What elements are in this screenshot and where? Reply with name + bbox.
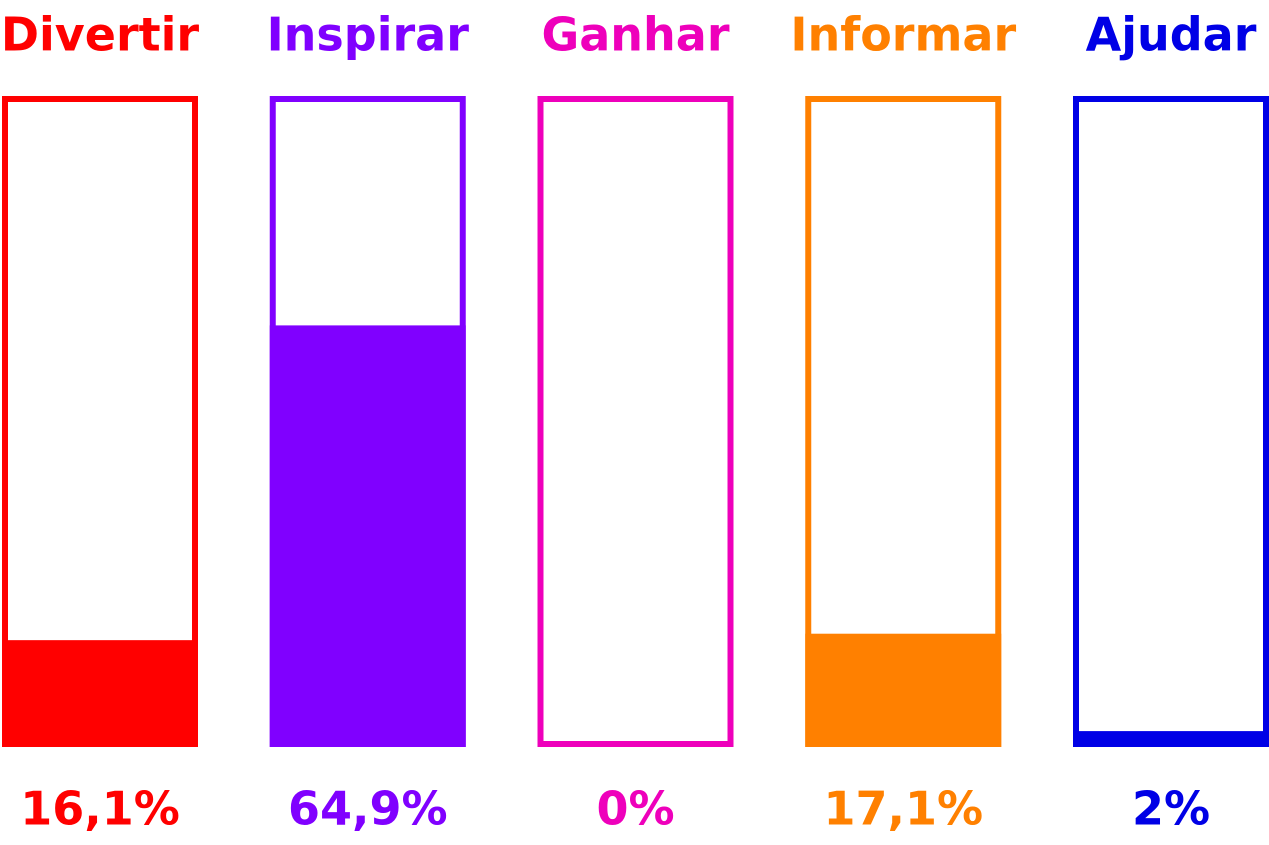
- value-label: 64,9%: [288, 782, 448, 836]
- bar: [269, 325, 466, 747]
- value-label: 17,1%: [823, 782, 983, 836]
- bar: [1073, 731, 1269, 747]
- value-label: 0%: [596, 782, 674, 836]
- bar: [2, 640, 198, 747]
- gauge-outline: [1073, 96, 1269, 747]
- category-label: Informar: [790, 8, 1016, 62]
- bar: [805, 633, 1002, 747]
- gauge-outline: [537, 96, 734, 747]
- category-label: Ganhar: [541, 8, 729, 62]
- category-label: Inspirar: [267, 8, 470, 62]
- value-label: 16,1%: [20, 782, 180, 836]
- category-label: Ajudar: [1086, 8, 1257, 62]
- value-label: 2%: [1132, 782, 1210, 836]
- category-label: Divertir: [1, 8, 200, 62]
